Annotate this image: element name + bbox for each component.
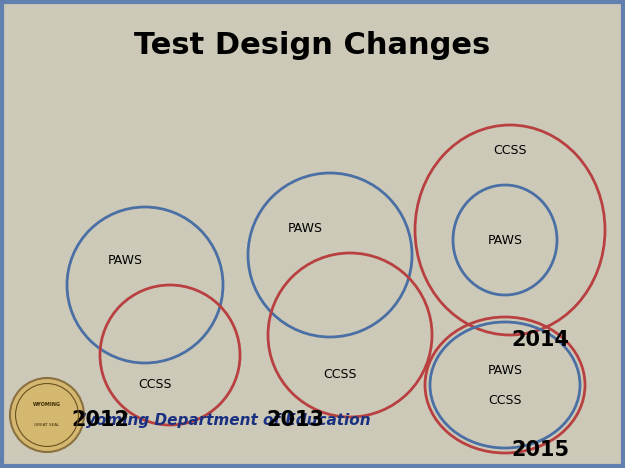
- Text: PAWS: PAWS: [107, 254, 142, 266]
- Text: 2014: 2014: [511, 330, 569, 350]
- Text: GREAT SEAL: GREAT SEAL: [34, 423, 60, 427]
- Text: Wyoming Department of Education: Wyoming Department of Education: [69, 412, 371, 427]
- Text: CCSS: CCSS: [323, 368, 357, 381]
- Text: Test Design Changes: Test Design Changes: [134, 30, 491, 59]
- Circle shape: [10, 378, 84, 452]
- Text: PAWS: PAWS: [488, 234, 522, 247]
- Text: 2013: 2013: [266, 410, 324, 430]
- Text: WYOMING: WYOMING: [33, 402, 61, 408]
- Text: 2012: 2012: [71, 410, 129, 430]
- Text: PAWS: PAWS: [288, 221, 322, 234]
- Text: CCSS: CCSS: [488, 394, 522, 407]
- Text: 2015: 2015: [511, 440, 569, 460]
- Text: CCSS: CCSS: [493, 144, 527, 156]
- Text: PAWS: PAWS: [488, 364, 522, 376]
- Text: CCSS: CCSS: [138, 379, 172, 392]
